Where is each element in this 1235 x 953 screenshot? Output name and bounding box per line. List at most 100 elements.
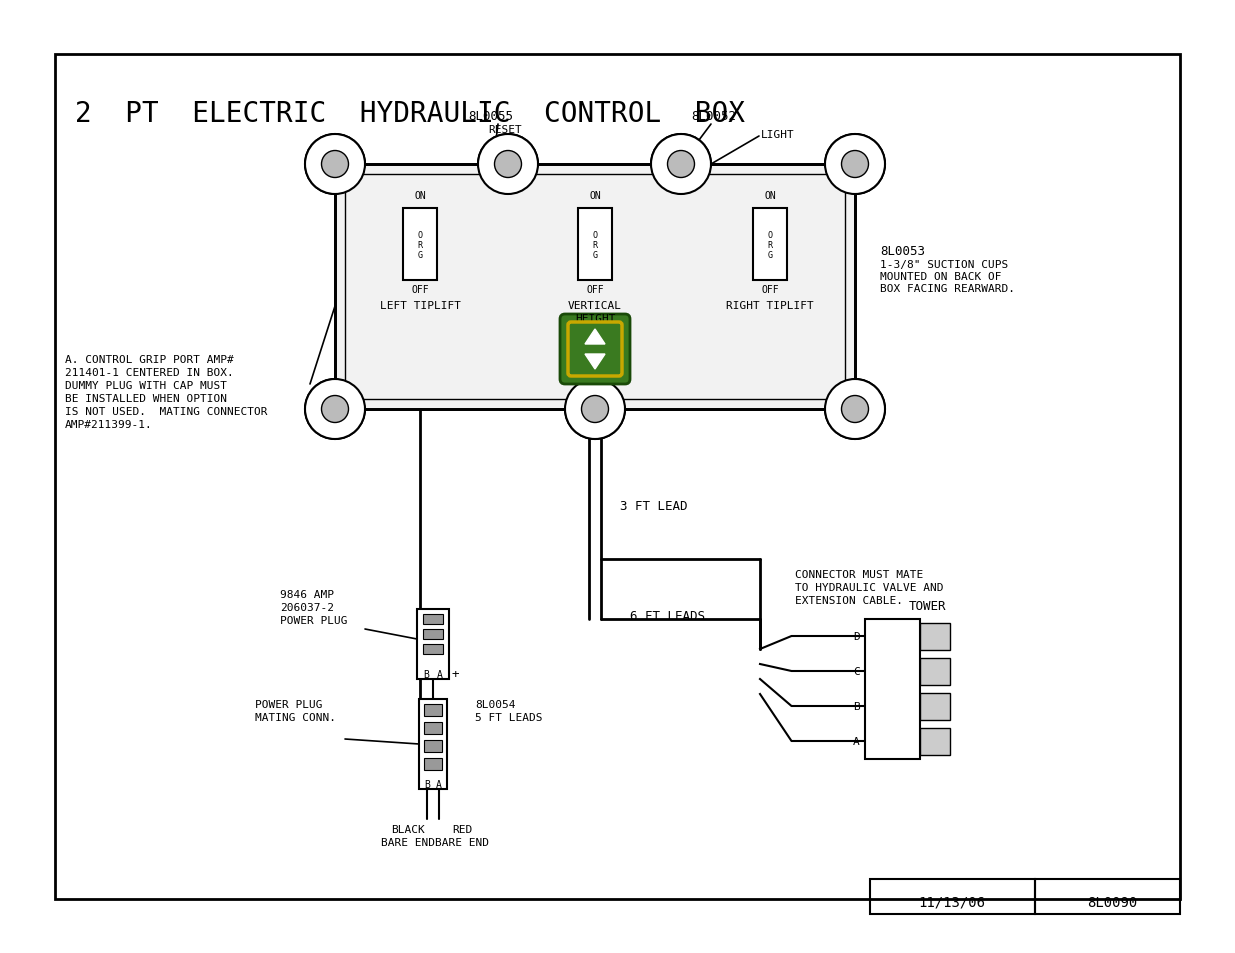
Bar xyxy=(424,722,442,734)
Circle shape xyxy=(582,396,609,423)
Text: B: B xyxy=(424,669,429,679)
Text: VERTICAL: VERTICAL xyxy=(568,301,622,311)
Bar xyxy=(869,879,1035,914)
Circle shape xyxy=(825,379,885,439)
Text: AMP#211399-1.: AMP#211399-1. xyxy=(65,419,153,430)
Text: RED: RED xyxy=(452,824,472,834)
Text: CONNECTOR MUST MATE: CONNECTOR MUST MATE xyxy=(795,569,924,579)
Bar xyxy=(424,629,443,639)
Text: LIGHT: LIGHT xyxy=(761,130,795,140)
Circle shape xyxy=(651,135,711,194)
Bar xyxy=(424,644,443,655)
Text: R: R xyxy=(767,240,773,250)
FancyBboxPatch shape xyxy=(559,314,630,385)
Text: BOX FACING REARWARD.: BOX FACING REARWARD. xyxy=(881,284,1015,294)
Text: 1-3/8" SUCTION CUPS: 1-3/8" SUCTION CUPS xyxy=(881,260,1008,270)
Text: C: C xyxy=(853,666,860,677)
Text: BARE END: BARE END xyxy=(382,837,435,847)
Circle shape xyxy=(494,152,521,178)
Circle shape xyxy=(841,152,868,178)
Circle shape xyxy=(321,152,348,178)
Bar xyxy=(424,615,443,624)
Text: ON: ON xyxy=(414,191,426,201)
Text: EXTENSION CABLE.: EXTENSION CABLE. xyxy=(795,596,903,605)
Text: HEIGHT: HEIGHT xyxy=(574,314,615,324)
Bar xyxy=(417,609,450,679)
Text: POWER PLUG: POWER PLUG xyxy=(254,700,322,709)
Text: OFF: OFF xyxy=(761,285,779,294)
Bar xyxy=(403,209,437,281)
Circle shape xyxy=(825,379,885,439)
Text: 6 FT LEADS: 6 FT LEADS xyxy=(630,609,705,622)
Text: RESET: RESET xyxy=(488,125,521,135)
Polygon shape xyxy=(585,330,605,345)
Text: IS NOT USED.  MATING CONNECTOR: IS NOT USED. MATING CONNECTOR xyxy=(65,407,268,416)
Text: 3 FT LEAD: 3 FT LEAD xyxy=(620,499,688,513)
Bar xyxy=(1035,879,1179,914)
Circle shape xyxy=(305,135,366,194)
Text: 2  PT  ELECTRIC  HYDRAULIC  CONTROL  BOX: 2 PT ELECTRIC HYDRAULIC CONTROL BOX xyxy=(75,100,745,128)
Circle shape xyxy=(478,135,538,194)
Bar xyxy=(335,165,855,410)
Text: 8L0090: 8L0090 xyxy=(1087,895,1137,909)
Circle shape xyxy=(305,379,366,439)
Bar xyxy=(56,55,1179,899)
Bar xyxy=(335,165,855,410)
Text: 8L0055: 8L0055 xyxy=(468,110,513,123)
Text: D: D xyxy=(853,631,860,641)
Circle shape xyxy=(667,152,694,178)
Text: ON: ON xyxy=(764,191,776,201)
Text: O: O xyxy=(593,231,598,239)
Text: 9846 AMP: 9846 AMP xyxy=(280,589,333,599)
Circle shape xyxy=(478,135,538,194)
Bar xyxy=(753,209,787,281)
Text: BE INSTALLED WHEN OPTION: BE INSTALLED WHEN OPTION xyxy=(65,394,227,403)
Bar xyxy=(424,740,442,752)
Bar xyxy=(424,759,442,770)
Text: G: G xyxy=(417,251,422,259)
Text: A: A xyxy=(437,669,443,679)
Text: A: A xyxy=(436,780,442,789)
Text: OFF: OFF xyxy=(411,285,429,294)
Text: BARE END: BARE END xyxy=(435,837,489,847)
Text: O: O xyxy=(417,231,422,239)
Circle shape xyxy=(564,379,625,439)
Text: MATING CONN.: MATING CONN. xyxy=(254,712,336,722)
Bar xyxy=(920,693,950,720)
Text: TOWER: TOWER xyxy=(908,599,946,613)
Text: A. CONTROL GRIP PORT AMP#: A. CONTROL GRIP PORT AMP# xyxy=(65,355,233,365)
Text: A: A xyxy=(853,737,860,746)
Text: LEFT TIPLIFT: LEFT TIPLIFT xyxy=(379,301,461,311)
Circle shape xyxy=(305,135,366,194)
Text: TO HYDRAULIC VALVE AND: TO HYDRAULIC VALVE AND xyxy=(795,582,944,593)
Circle shape xyxy=(564,379,625,439)
Text: 8L0052: 8L0052 xyxy=(692,110,736,123)
Bar xyxy=(864,619,920,760)
Text: 11/13/06: 11/13/06 xyxy=(919,895,986,909)
Text: 206037-2: 206037-2 xyxy=(280,602,333,613)
Circle shape xyxy=(305,379,366,439)
Text: ON: ON xyxy=(589,191,601,201)
Text: BLACK: BLACK xyxy=(391,824,425,834)
Text: G: G xyxy=(593,251,598,259)
Text: R: R xyxy=(417,240,422,250)
Text: MOUNTED ON BACK OF: MOUNTED ON BACK OF xyxy=(881,272,1002,282)
Text: R: R xyxy=(593,240,598,250)
Text: G: G xyxy=(767,251,773,259)
Text: B: B xyxy=(853,701,860,711)
Circle shape xyxy=(825,135,885,194)
Bar xyxy=(424,704,442,717)
Polygon shape xyxy=(585,355,605,370)
Text: DUMMY PLUG WITH CAP MUST: DUMMY PLUG WITH CAP MUST xyxy=(65,380,227,391)
Text: 8L0053: 8L0053 xyxy=(881,245,925,257)
Circle shape xyxy=(651,135,711,194)
Bar xyxy=(920,659,950,685)
Text: OFF: OFF xyxy=(587,285,604,294)
Bar xyxy=(920,623,950,650)
Text: B: B xyxy=(424,780,430,789)
Text: 211401-1 CENTERED IN BOX.: 211401-1 CENTERED IN BOX. xyxy=(65,368,233,377)
Circle shape xyxy=(825,135,885,194)
Text: POWER PLUG: POWER PLUG xyxy=(280,616,347,625)
Text: O: O xyxy=(767,231,773,239)
Text: 8L0054: 8L0054 xyxy=(475,700,515,709)
